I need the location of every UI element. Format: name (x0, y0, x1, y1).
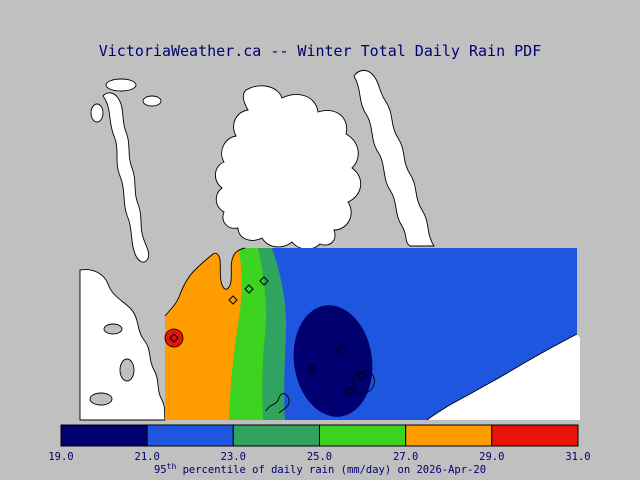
colorbar-segment (146, 424, 234, 447)
water-strait-southwest (79, 269, 166, 421)
colorbar-tick-label: 23.0 (221, 451, 246, 463)
colorbar-segment (405, 424, 493, 447)
colorbar-segment (60, 424, 148, 447)
island-southwest-2 (119, 358, 135, 382)
island-southwest-1 (103, 323, 123, 335)
colorbar-caption: 95th percentile of daily rain (mm/day) o… (154, 462, 486, 476)
caption-rest: percentile of daily rain (mm/day) on 202… (176, 464, 486, 476)
colorbar-tick-label: 25.0 (307, 451, 332, 463)
water-bodies (79, 69, 435, 421)
station-diamond-marker (259, 276, 269, 286)
station-diamond-marker (344, 386, 354, 396)
lake-northwest-2 (142, 95, 162, 107)
rain-maximum-marker (164, 328, 184, 348)
water-inlet-west (102, 92, 150, 263)
station-diamond-marker (169, 333, 179, 343)
page-title: VictoriaWeather.ca -- Winter Total Daily… (99, 42, 542, 60)
water-center-north (215, 85, 362, 250)
colorbar-tick-label: 21.0 (135, 451, 160, 463)
water-strait-southeast (427, 334, 580, 420)
station-diamond-marker (307, 364, 317, 374)
station-diamond-marker (244, 284, 254, 294)
colorbar: 19.0 21.0 23.0 25.0 27.0 29.0 31.0 95th … (48, 424, 591, 476)
colorbar-tick-label: 31.0 (565, 451, 590, 463)
inland-contour-2 (337, 345, 347, 355)
contour-region-navy-minimum (293, 305, 373, 417)
inland-contour-3 (265, 393, 290, 414)
island-southwest-3 (89, 392, 113, 406)
coastline-southeast-of-field (426, 333, 578, 421)
colorbar-segment (232, 424, 320, 447)
inland-contour-1 (352, 370, 375, 395)
colorbar-segment (491, 424, 579, 447)
caption-base: 95 (154, 464, 167, 476)
colorbar-tick-label: 29.0 (479, 451, 504, 463)
coastline-northwest-of-field (164, 247, 246, 317)
water-channel-east (353, 69, 435, 247)
lake-northwest-1 (105, 78, 137, 92)
colorbar-segment (319, 424, 407, 447)
caption-superscript: th (167, 462, 177, 471)
station-diamond-marker (228, 295, 238, 305)
station-diamond-marker (357, 371, 367, 381)
colorbar-tick-label: 19.0 (48, 451, 73, 463)
lake-northwest-3 (90, 103, 104, 123)
colorbar-tick-label: 27.0 (393, 451, 418, 463)
